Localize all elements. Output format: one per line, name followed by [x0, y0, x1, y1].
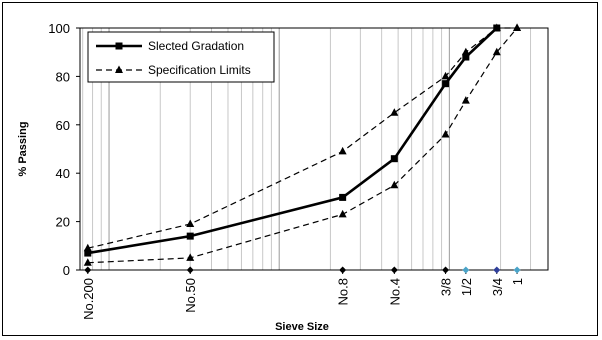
- data-point-square: [115, 42, 123, 50]
- data-point-triangle: [83, 243, 92, 252]
- plot-area-border: [79, 27, 549, 271]
- y-tick-label: 20: [56, 215, 70, 230]
- data-point-triangle: [441, 71, 450, 80]
- data-point-triangle: [83, 258, 92, 266]
- data-point-square: [84, 249, 92, 257]
- baseline-markers: [84, 266, 521, 274]
- x-tick-label: 1/2: [459, 278, 474, 296]
- series: [83, 23, 522, 266]
- y-tick-label: 60: [56, 118, 70, 133]
- data-point-square: [442, 80, 450, 88]
- x-tick-label: 3/8: [439, 278, 454, 296]
- x-tick-label: 1: [510, 278, 525, 285]
- series-3: [83, 23, 522, 266]
- baseline-marker: [462, 266, 470, 274]
- y-axis-title: % Passing: [17, 121, 29, 176]
- y-tick-label: 100: [48, 21, 70, 36]
- x-tick-label: 3/4: [490, 278, 505, 296]
- data-point-triangle: [338, 146, 347, 155]
- baseline-marker: [339, 266, 347, 274]
- data-point-square: [339, 193, 347, 201]
- legend-entry: Slected Gradation: [96, 39, 244, 53]
- x-tick-label: No.4: [387, 278, 402, 305]
- data-point-triangle: [390, 180, 399, 189]
- legend-label: Specification Limits: [148, 63, 251, 77]
- baseline-marker: [442, 266, 450, 274]
- x-axis-ticks: No.200 No.50 No.8 No.4 3/8 1/2 3/4 1: [81, 270, 525, 320]
- baseline-marker: [513, 266, 521, 274]
- data-point-square: [186, 232, 194, 240]
- data-point-triangle: [492, 23, 501, 31]
- legend-label: Slected Gradation: [148, 39, 244, 53]
- data-point-triangle: [461, 47, 470, 56]
- data-point-triangle: [186, 219, 195, 228]
- data-point-triangle: [513, 23, 522, 31]
- y-tick-label: 80: [56, 69, 70, 84]
- data-point-triangle: [338, 209, 347, 218]
- x-tick-label: No.8: [336, 278, 351, 305]
- baseline-marker: [493, 266, 501, 274]
- y-axis-ticks: 0 20 40 60 80 100: [48, 21, 80, 278]
- legend: Slected Gradation Specification Limits: [87, 31, 275, 83]
- x-axis-title: Sieve Size: [275, 321, 329, 333]
- baseline-marker: [84, 266, 92, 274]
- data-point-triangle: [441, 129, 450, 138]
- data-point-triangle: [461, 96, 470, 104]
- data-point-triangle: [186, 253, 195, 261]
- x-tick-label: No.50: [183, 278, 198, 313]
- data-point-square: [390, 155, 398, 163]
- data-point-square: [462, 53, 470, 61]
- y-tick-label: 0: [63, 263, 70, 278]
- baseline-marker: [390, 266, 398, 274]
- legend-entry: Specification Limits: [96, 63, 251, 77]
- data-point-triangle: [390, 108, 399, 116]
- y-tick-label: 40: [56, 166, 70, 181]
- legend-box: [87, 31, 275, 83]
- series-line: [87, 27, 518, 249]
- data-point-triangle: [492, 47, 501, 56]
- data-point-triangle: [115, 65, 123, 73]
- x-tick-label: No.200: [81, 278, 96, 320]
- baseline-marker: [186, 266, 194, 274]
